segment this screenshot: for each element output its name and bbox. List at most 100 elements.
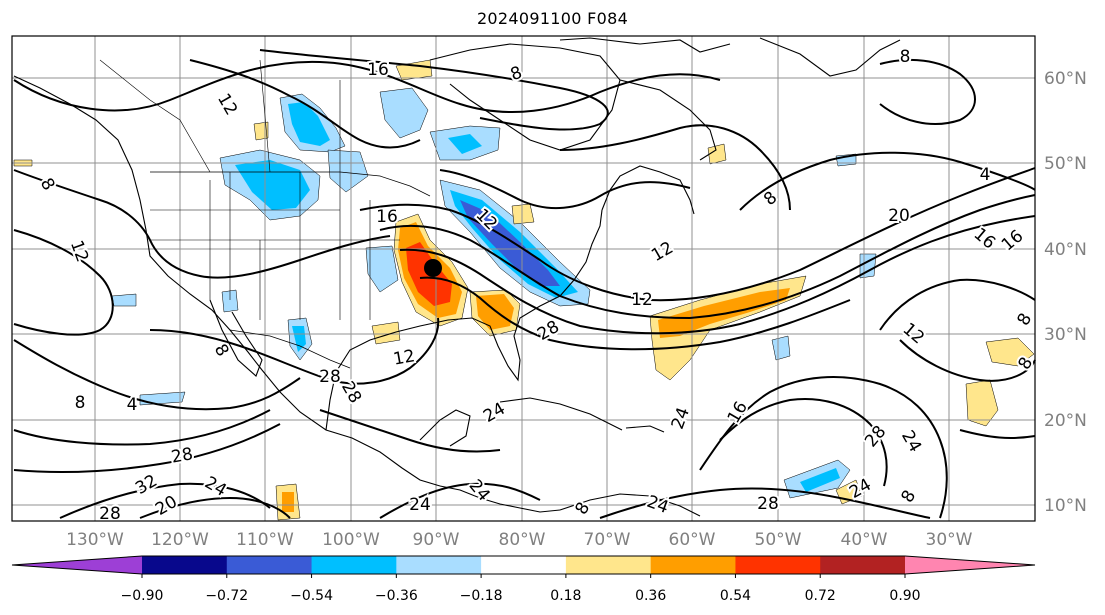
shade-blue-region [460,200,560,286]
contour-line [559,124,791,211]
shade-blue-region [327,149,369,193]
coastline-north-america-west [13,75,441,487]
longitude-label: 90°W [413,530,460,550]
shade-blue-region [139,391,186,406]
contour-label: 20 [888,206,910,226]
longitude-label: 50°W [755,530,802,550]
contour-label: 8 [36,175,59,194]
contour-label: 8 [75,393,86,413]
colorbar-tick-label: −0.90 [121,588,164,604]
border-states [150,172,400,320]
coastlines [13,37,901,517]
contour-label: 28 [99,504,121,524]
colorbar-segment [311,556,397,574]
contour-label: 24 [201,473,230,501]
shade-warm-region [511,203,535,225]
contour-line [379,482,541,519]
longitude-label: 40°W [841,530,888,550]
colorbar-extend-low [12,556,142,574]
colorbar-segment [142,556,228,574]
contour-label: 28 [861,422,890,451]
contour-line [879,278,1036,331]
contour-line [13,339,301,411]
contour-line [899,339,1036,382]
coastline-cuba [499,397,623,431]
coastline-labrador [619,79,717,161]
coastline-south-america [559,493,701,517]
contour-label: 24 [897,427,925,456]
contour-label: 12 [392,346,417,369]
contour-label: 16 [376,207,398,227]
storm-center-marker [424,259,442,277]
latitude-label: 10°N [1044,496,1087,516]
contour-lines [13,49,1036,519]
contour-label: 12 [213,90,241,119]
contour-label: 8 [897,487,920,506]
contour-label: 8 [210,341,233,360]
contour-line [719,398,888,487]
contour-label: 28 [534,317,563,345]
colorbar-tick-label: 0.90 [889,588,920,604]
contour-label: 16 [724,398,752,427]
colorbar-tick-label: −0.54 [290,588,333,604]
shade-blue-region [111,293,137,307]
longitude-label: 110°W [236,530,294,550]
latitude-label: 30°N [1044,325,1087,345]
colorbar-tick-label: −0.18 [460,588,503,604]
longitude-label: 70°W [584,530,631,550]
contour-line [13,409,271,446]
colorbar-tick-label: 0.36 [635,588,666,604]
longitude-label: 30°W [926,530,973,550]
colorbar-tick-label: 0.18 [550,588,581,604]
colorbar-segment [650,556,736,574]
latitude-label: 20°N [1044,411,1087,431]
border-us-mexico [229,329,351,369]
longitude-label: 100°W [322,530,380,550]
shade-blue-region [288,102,330,146]
contour-label: 12 [66,238,92,265]
colorbar-tick-label: −0.36 [375,588,418,604]
chart-title: 2024091100 F084 [476,9,629,28]
coastline-yucatan [419,409,471,447]
shade-blue-region [292,326,306,352]
shade-blue-region [221,289,239,313]
contour-label: 24 [668,405,694,432]
coastline-northeast [601,165,695,215]
longitude-label: 120°W [151,530,209,550]
contour-label: 12 [648,238,677,266]
shade-warm-region [985,337,1035,367]
colorbar: −0.90 −0.72 −0.54 −0.36 −0.18 0.18 0.36 0.54 0.7… [11,555,1036,604]
contour-line [419,276,851,351]
colorbar-extend-high [905,556,1035,574]
contour-line [259,49,609,131]
contour-label: 32 [132,471,161,499]
contour-line [379,194,1036,320]
contour-line [399,215,1036,335]
colorbar-tick-label: 0.54 [720,588,751,604]
shade-blue-region [800,468,840,492]
latitude-label: 60°N [1044,69,1087,89]
contour-line [149,317,440,385]
longitude-label: 80°W [499,530,546,550]
colorbar-segment [481,556,567,574]
contour-label: 16 [998,226,1027,255]
shade-warm-region [282,492,294,512]
latitude-label: 40°N [1044,240,1087,260]
contour-label: 24 [409,495,431,515]
colorbar-segment [396,556,482,574]
contour-label: 16 [367,60,389,80]
contour-line [359,167,1036,302]
colorbar-tick-label: −0.72 [205,588,248,604]
shade-warm-region [707,143,727,165]
contour-label: 4 [127,395,138,415]
latitude-label: 50°N [1044,154,1087,174]
contour-label: 8 [1013,310,1036,329]
contour-line [13,60,721,113]
coastline-hudson-bay [429,43,621,151]
contour-label: 8 [571,499,594,518]
shade-blue-region [771,335,791,361]
coastline-baja [209,299,263,377]
colorbar-segment [565,556,652,574]
contour-line [699,376,948,519]
